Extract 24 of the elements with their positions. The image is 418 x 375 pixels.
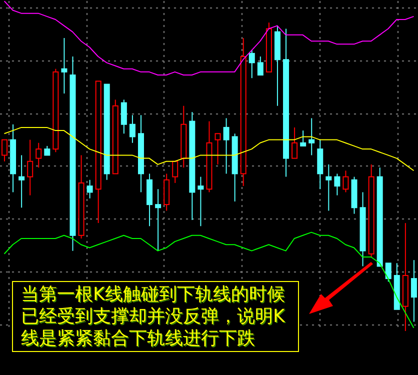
candlestick	[36, 142, 42, 168]
candlestick	[410, 260, 417, 322]
candlestick	[326, 164, 332, 212]
candlestick	[172, 160, 178, 184]
candlestick	[18, 154, 25, 208]
candlestick	[61, 38, 68, 94]
candlestick	[155, 188, 162, 252]
candlestick	[292, 126, 298, 159]
candlestick	[44, 145, 50, 156]
candlestick	[334, 173, 340, 196]
candlestick	[214, 133, 221, 165]
candlestick	[129, 114, 136, 144]
candlestick	[342, 170, 349, 193]
candlestick	[300, 130, 306, 146]
candlestick	[308, 118, 315, 156]
candlestick	[198, 176, 204, 227]
candlestick	[248, 50, 255, 79]
candlestick	[257, 56, 264, 76]
candlestick	[385, 262, 392, 282]
annotation: 当第一根K线触碰到下轨线的时候已经受到支撑却并没反弹，说明K线是紧紧黏合下轨线进行下跌	[12, 281, 299, 352]
candlestick	[27, 139, 34, 196]
candlestick	[120, 99, 127, 134]
candlestick	[223, 118, 230, 174]
candlestick	[86, 179, 93, 199]
